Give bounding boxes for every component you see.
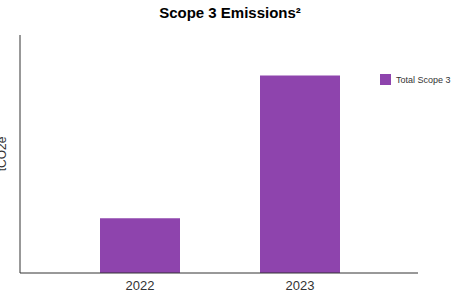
svg-text:tCO2e: tCO2e xyxy=(8,136,9,171)
html-text:Scope 3 Emissions²: Scope 3 Emissions² xyxy=(159,4,301,21)
html-text:Total Scope 3: Total Scope 3 xyxy=(396,74,451,85)
svg-text:2023: 2023 xyxy=(286,278,315,293)
svg-text:2022: 2022 xyxy=(126,278,155,293)
